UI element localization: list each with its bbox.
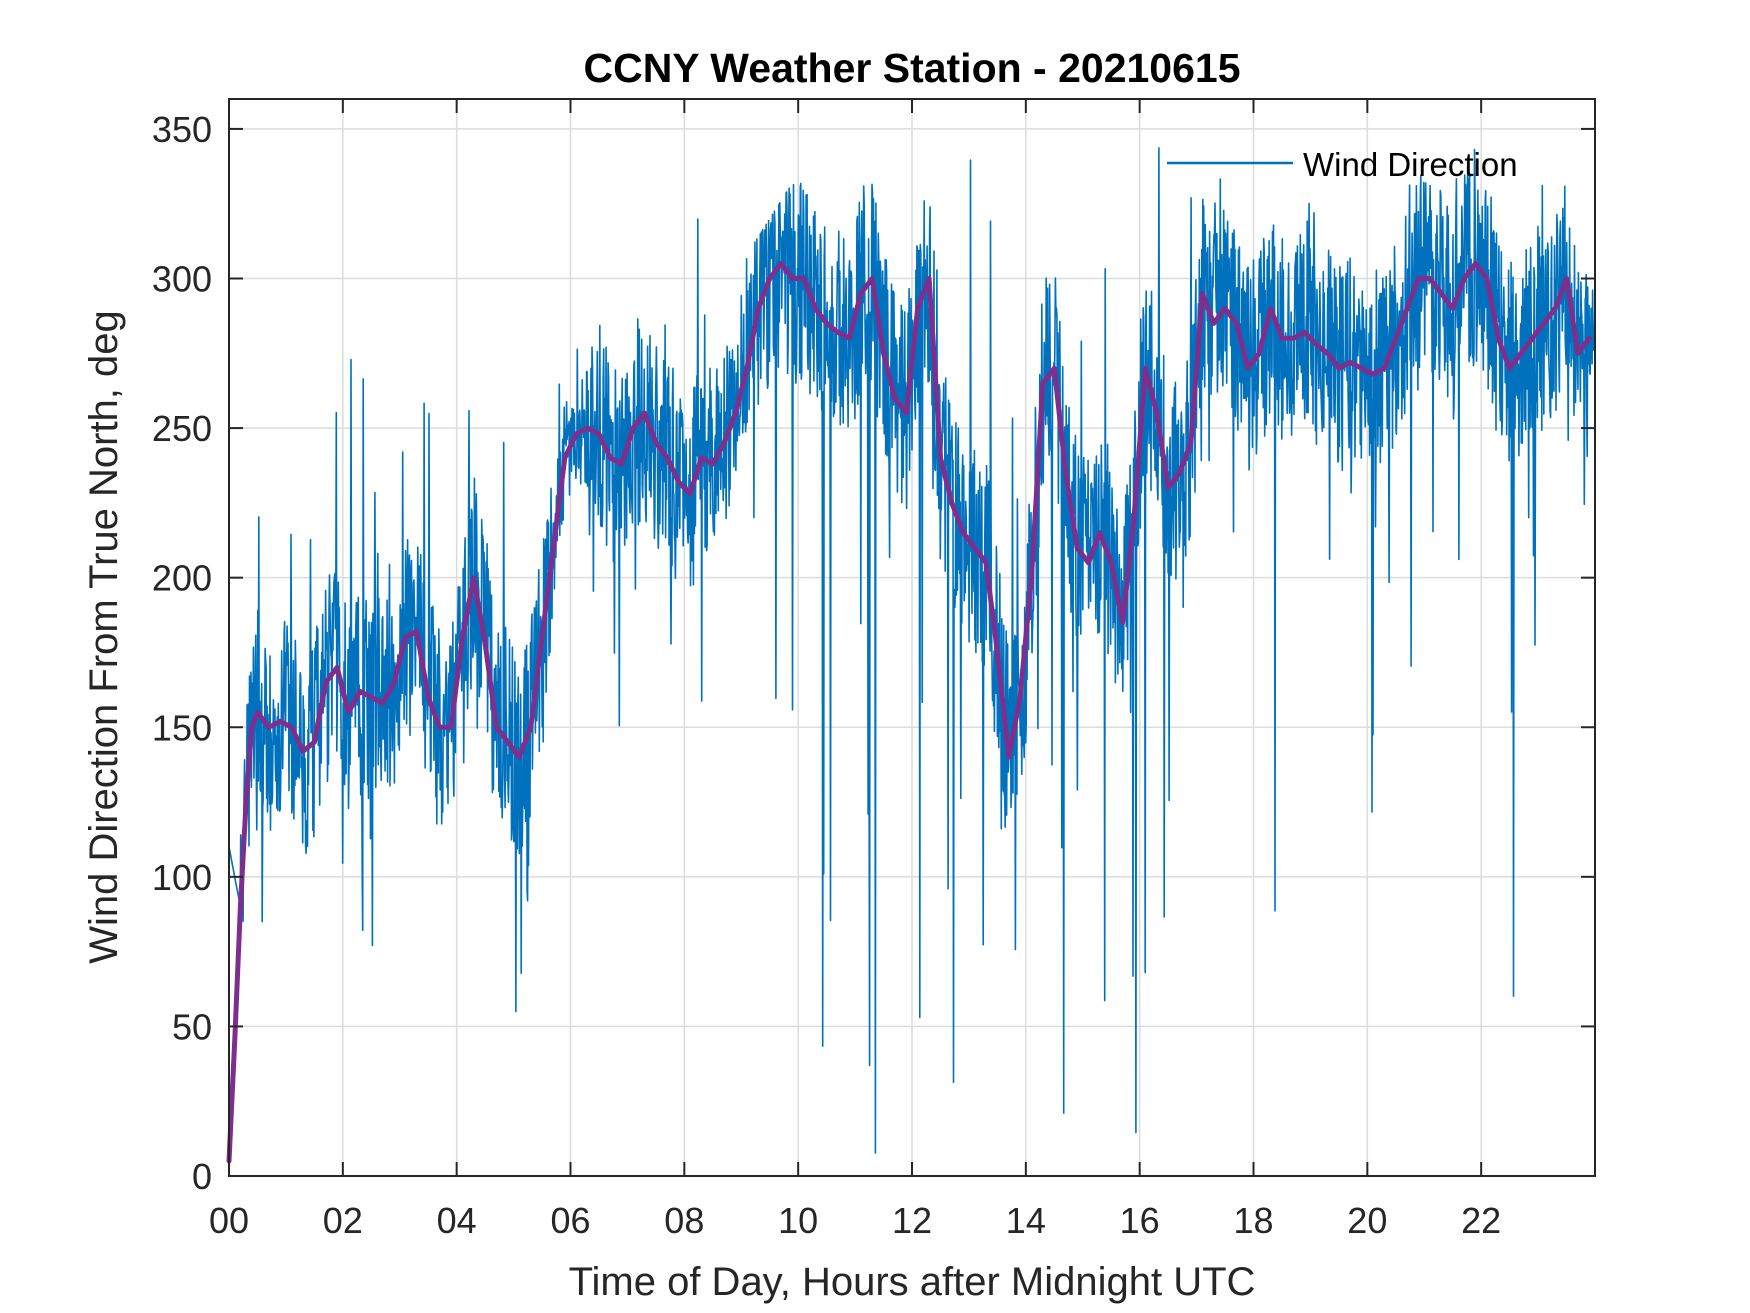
x-axis-label: Time of Day, Hours after Midnight UTC bbox=[569, 1260, 1256, 1304]
x-tick-label-6: 12 bbox=[892, 1200, 932, 1241]
x-tick-label-0: 00 bbox=[209, 1200, 249, 1241]
x-tick-label-10: 20 bbox=[1347, 1200, 1387, 1241]
x-tick-label-8: 16 bbox=[1120, 1200, 1160, 1241]
axis-ticks bbox=[228, 99, 1595, 1177]
y-tick-label-6: 300 bbox=[152, 259, 212, 300]
x-tick-label-4: 08 bbox=[664, 1200, 704, 1241]
y-tick-label-1: 50 bbox=[172, 1006, 212, 1047]
legend: Wind Direction bbox=[1167, 146, 1518, 183]
y-tick-label-2: 100 bbox=[152, 857, 212, 898]
y-tick-label-3: 150 bbox=[152, 707, 212, 748]
x-tick-label-5: 10 bbox=[778, 1200, 818, 1241]
y-tick-label-5: 250 bbox=[152, 408, 212, 449]
wind-direction-smoothed-series bbox=[226, 261, 1592, 1164]
legend-label-wind-direction: Wind Direction bbox=[1303, 146, 1518, 183]
x-tick-labels: 00 02 04 06 08 10 12 14 16 18 20 22 bbox=[209, 1200, 1501, 1241]
y-tick-label-4: 200 bbox=[152, 558, 212, 599]
chart-title: CCNY Weather Station - 20210615 bbox=[583, 45, 1240, 91]
x-tick-label-11: 22 bbox=[1461, 1200, 1501, 1241]
wind-direction-line bbox=[228, 147, 1596, 1154]
y-tick-label-7: 350 bbox=[152, 109, 212, 150]
wind-direction-raw-series bbox=[228, 147, 1596, 1154]
x-tick-label-3: 06 bbox=[550, 1200, 590, 1241]
y-tick-label-0: 0 bbox=[192, 1156, 212, 1197]
x-tick-label-7: 14 bbox=[1006, 1200, 1046, 1241]
y-tick-labels: 0 50 100 150 200 250 300 350 bbox=[152, 109, 212, 1197]
x-tick-label-9: 18 bbox=[1233, 1200, 1273, 1241]
smoothed-wind-direction-line bbox=[226, 261, 1592, 1164]
x-tick-label-2: 04 bbox=[437, 1200, 477, 1241]
y-axis-label: Wind Direction From True North, deg bbox=[82, 310, 126, 964]
x-tick-label-1: 02 bbox=[323, 1200, 363, 1241]
